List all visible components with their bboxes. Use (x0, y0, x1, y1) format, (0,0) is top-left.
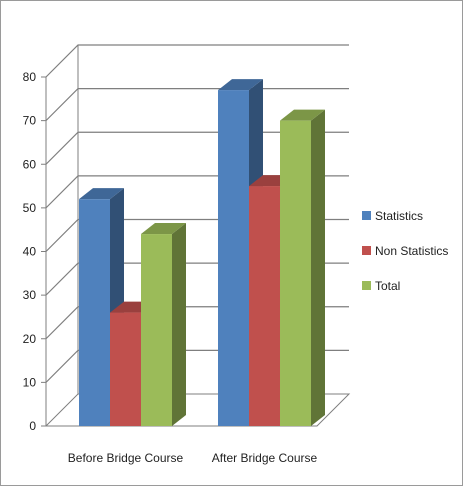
gridline (45, 44, 349, 78)
y-tick-label: 50 (23, 201, 37, 215)
y-tick-label: 80 (23, 70, 37, 84)
legend-item: Statistics (362, 209, 423, 223)
bar-front (249, 186, 280, 426)
y-tick-label: 60 (23, 157, 37, 171)
bar-front (141, 234, 172, 426)
bar-side (172, 223, 186, 426)
y-tick-label: 40 (23, 245, 37, 259)
x-axis: Before Bridge Course After Bridge Course (68, 451, 318, 465)
legend-label: Statistics (375, 209, 423, 223)
bar-top (280, 109, 325, 121)
bar-front (110, 312, 141, 426)
legend-label: Total (375, 279, 400, 293)
bar-top (141, 223, 186, 235)
bar-side (311, 109, 325, 426)
bar-front (218, 90, 249, 427)
legend-item: Total (362, 279, 400, 293)
legend-swatch (362, 211, 371, 220)
legend-swatch (362, 281, 371, 290)
x-tick-label: Before Bridge Course (68, 451, 184, 465)
y-tick-label: 10 (23, 375, 37, 389)
y-tick-label: 20 (23, 332, 37, 346)
bar-top (79, 188, 124, 200)
x-tick-label: After Bridge Course (212, 451, 318, 465)
bar-front (280, 120, 311, 426)
bar-1-3 (141, 223, 186, 426)
legend: Statistics Non Statistics Total (362, 209, 448, 293)
y-axis: 0 10 20 30 40 50 60 70 80 (23, 70, 46, 433)
y-tick-label: 30 (23, 288, 37, 302)
bar-2-1 (218, 79, 263, 427)
legend-label: Non Statistics (375, 244, 448, 258)
bar-top (218, 79, 263, 91)
legend-item: Non Statistics (362, 244, 448, 258)
bar-front (79, 199, 110, 426)
y-tick-label: 0 (29, 419, 36, 433)
bars (79, 79, 325, 427)
y-tick-label: 70 (23, 114, 37, 128)
legend-swatch (362, 246, 371, 255)
bar-2-3 (280, 109, 325, 426)
